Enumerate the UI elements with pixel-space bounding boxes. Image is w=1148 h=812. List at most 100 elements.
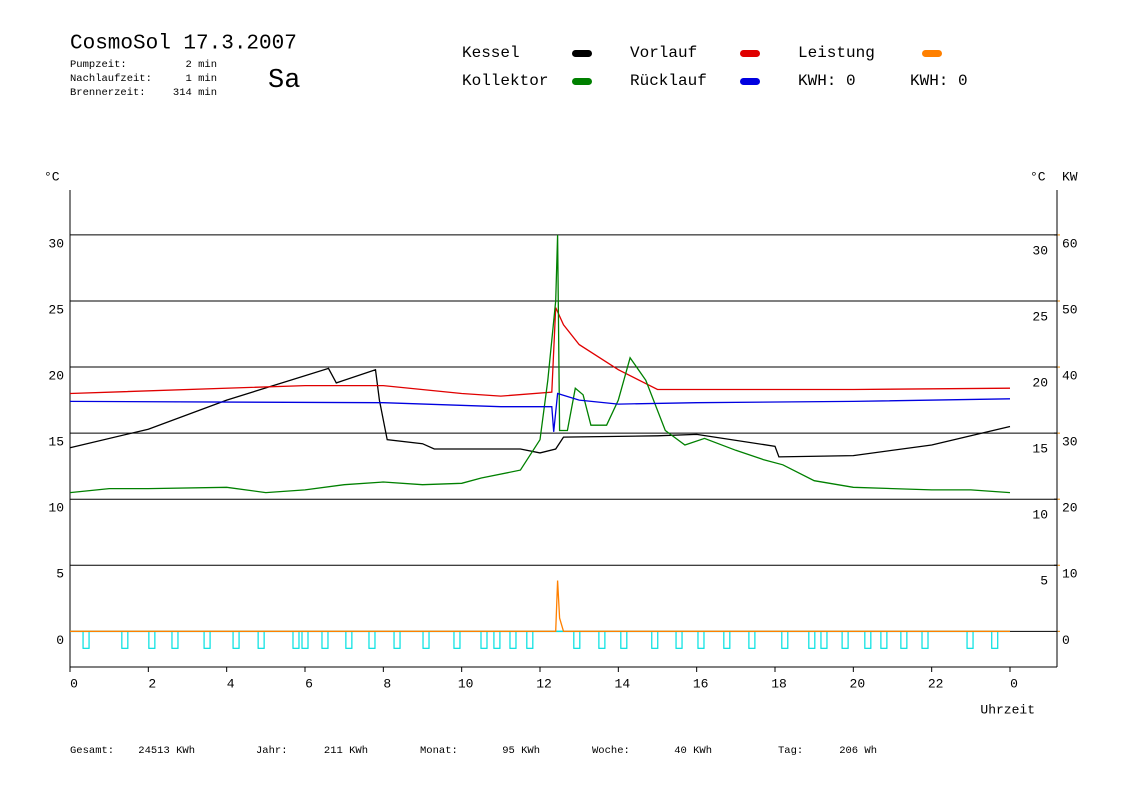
- day-label: Sa: [268, 66, 300, 96]
- pulse: [493, 630, 501, 649]
- x-tick-label: 14: [615, 676, 631, 691]
- pulse: [598, 630, 606, 649]
- pulse: [509, 630, 517, 649]
- x-tick-label: 6: [305, 676, 313, 691]
- y-right-tick-label: 20: [1032, 375, 1048, 390]
- kwh-label: KWH: 0: [798, 72, 856, 90]
- y-tick-label: 15: [48, 435, 64, 450]
- pulse: [697, 630, 705, 649]
- pulse: [966, 630, 974, 649]
- pulse: [422, 630, 430, 649]
- pulse: [301, 630, 309, 649]
- y2-tick-label: 40: [1062, 368, 1078, 383]
- footer-value: 24513 KWh: [138, 745, 195, 757]
- legend-label: Leistung: [798, 44, 875, 62]
- pulse: [808, 630, 816, 649]
- x-tick-label: 8: [383, 676, 391, 691]
- pulse: [620, 630, 628, 649]
- y2-tick-label: 50: [1062, 302, 1078, 317]
- x-tick-label: 18: [771, 676, 787, 691]
- legend-swatch: [572, 78, 592, 85]
- y2-tick-label: 10: [1062, 567, 1078, 582]
- info-value: 314 min: [173, 87, 217, 99]
- footer-value: 206 Wh: [839, 745, 877, 757]
- x-tick-label: 4: [227, 676, 235, 691]
- pulse: [820, 630, 828, 649]
- series-line: [69, 367, 1011, 458]
- y-right-tick-label: 10: [1032, 508, 1048, 523]
- pulse: [121, 630, 129, 649]
- pulse: [921, 630, 929, 649]
- footer-label: Woche:: [592, 745, 630, 757]
- y2-tick-label: 30: [1062, 435, 1078, 450]
- pulse: [345, 630, 353, 649]
- pulse: [82, 630, 90, 649]
- x-tick-label: 20: [850, 676, 866, 691]
- x-tick-label: 0: [70, 676, 78, 691]
- y-tick-label: 20: [48, 368, 64, 383]
- pulse: [203, 630, 211, 649]
- info-value: 2 min: [185, 59, 217, 71]
- legend-swatch: [740, 50, 760, 57]
- info-label: Nachlaufzeit:: [70, 73, 152, 85]
- y-right-axis-label: °C: [1030, 169, 1046, 184]
- footer-value: 95 KWh: [502, 745, 540, 757]
- y-right-tick-label: 25: [1032, 309, 1048, 324]
- footer-label: Jahr:: [256, 745, 288, 757]
- series-line: [69, 307, 1011, 397]
- y2-tick-label: 60: [1062, 236, 1078, 251]
- pulse: [900, 630, 908, 649]
- footer-value: 40 KWh: [674, 745, 712, 757]
- y-tick-label: 0: [56, 633, 64, 648]
- pulse: [368, 630, 376, 649]
- footer-label: Gesamt:: [70, 745, 114, 757]
- pulse: [148, 630, 156, 649]
- pulse: [232, 630, 240, 649]
- y-right-tick-label: 5: [1040, 574, 1048, 589]
- legend-label: Kollektor: [462, 72, 548, 90]
- pulse: [651, 630, 659, 649]
- pulse: [171, 630, 179, 649]
- pulse: [526, 630, 534, 649]
- y2-tick-label: 20: [1062, 501, 1078, 516]
- x-tick-label: 10: [458, 676, 474, 691]
- info-value: 1 min: [185, 73, 217, 85]
- y-tick-label: 5: [56, 567, 64, 582]
- x-tick-label: 0: [1010, 676, 1018, 691]
- series-line: [69, 392, 1011, 432]
- legend-swatch: [740, 78, 760, 85]
- legend-swatch: [922, 50, 942, 57]
- x-axis-label: Uhrzeit: [980, 702, 1035, 717]
- legend-label: Rücklauf: [630, 72, 707, 90]
- series-line: [70, 580, 1010, 632]
- y-tick-label: 25: [48, 302, 64, 317]
- pulse: [723, 630, 731, 649]
- pulse: [257, 630, 265, 649]
- y2-axis-label: KW: [1062, 169, 1078, 184]
- y2-tick-label: 0: [1062, 633, 1070, 648]
- footer-label: Monat:: [420, 745, 458, 757]
- info-label: Pumpzeit:: [70, 59, 127, 71]
- pulse: [675, 630, 683, 649]
- legend-swatch: [572, 50, 592, 57]
- kwh-label: KWH: 0: [910, 72, 968, 90]
- pulse: [573, 630, 581, 649]
- pulse: [748, 630, 756, 649]
- pulse: [393, 630, 401, 649]
- y-tick-label: 30: [48, 236, 64, 251]
- pulse: [292, 630, 300, 649]
- chart-title: CosmoSol 17.3.2007: [70, 33, 297, 56]
- x-tick-label: 12: [536, 676, 552, 691]
- x-tick-label: 2: [148, 676, 156, 691]
- info-label: Brennerzeit:: [70, 87, 146, 99]
- pulse: [880, 630, 888, 649]
- pulse: [480, 630, 488, 649]
- y-right-tick-label: 30: [1032, 243, 1048, 258]
- pulse: [991, 630, 999, 649]
- pulse: [781, 630, 789, 649]
- pulse: [864, 630, 872, 649]
- legend-label: Vorlauf: [630, 44, 697, 62]
- footer-value: 211 KWh: [324, 745, 368, 757]
- footer-label: Tag:: [778, 745, 803, 757]
